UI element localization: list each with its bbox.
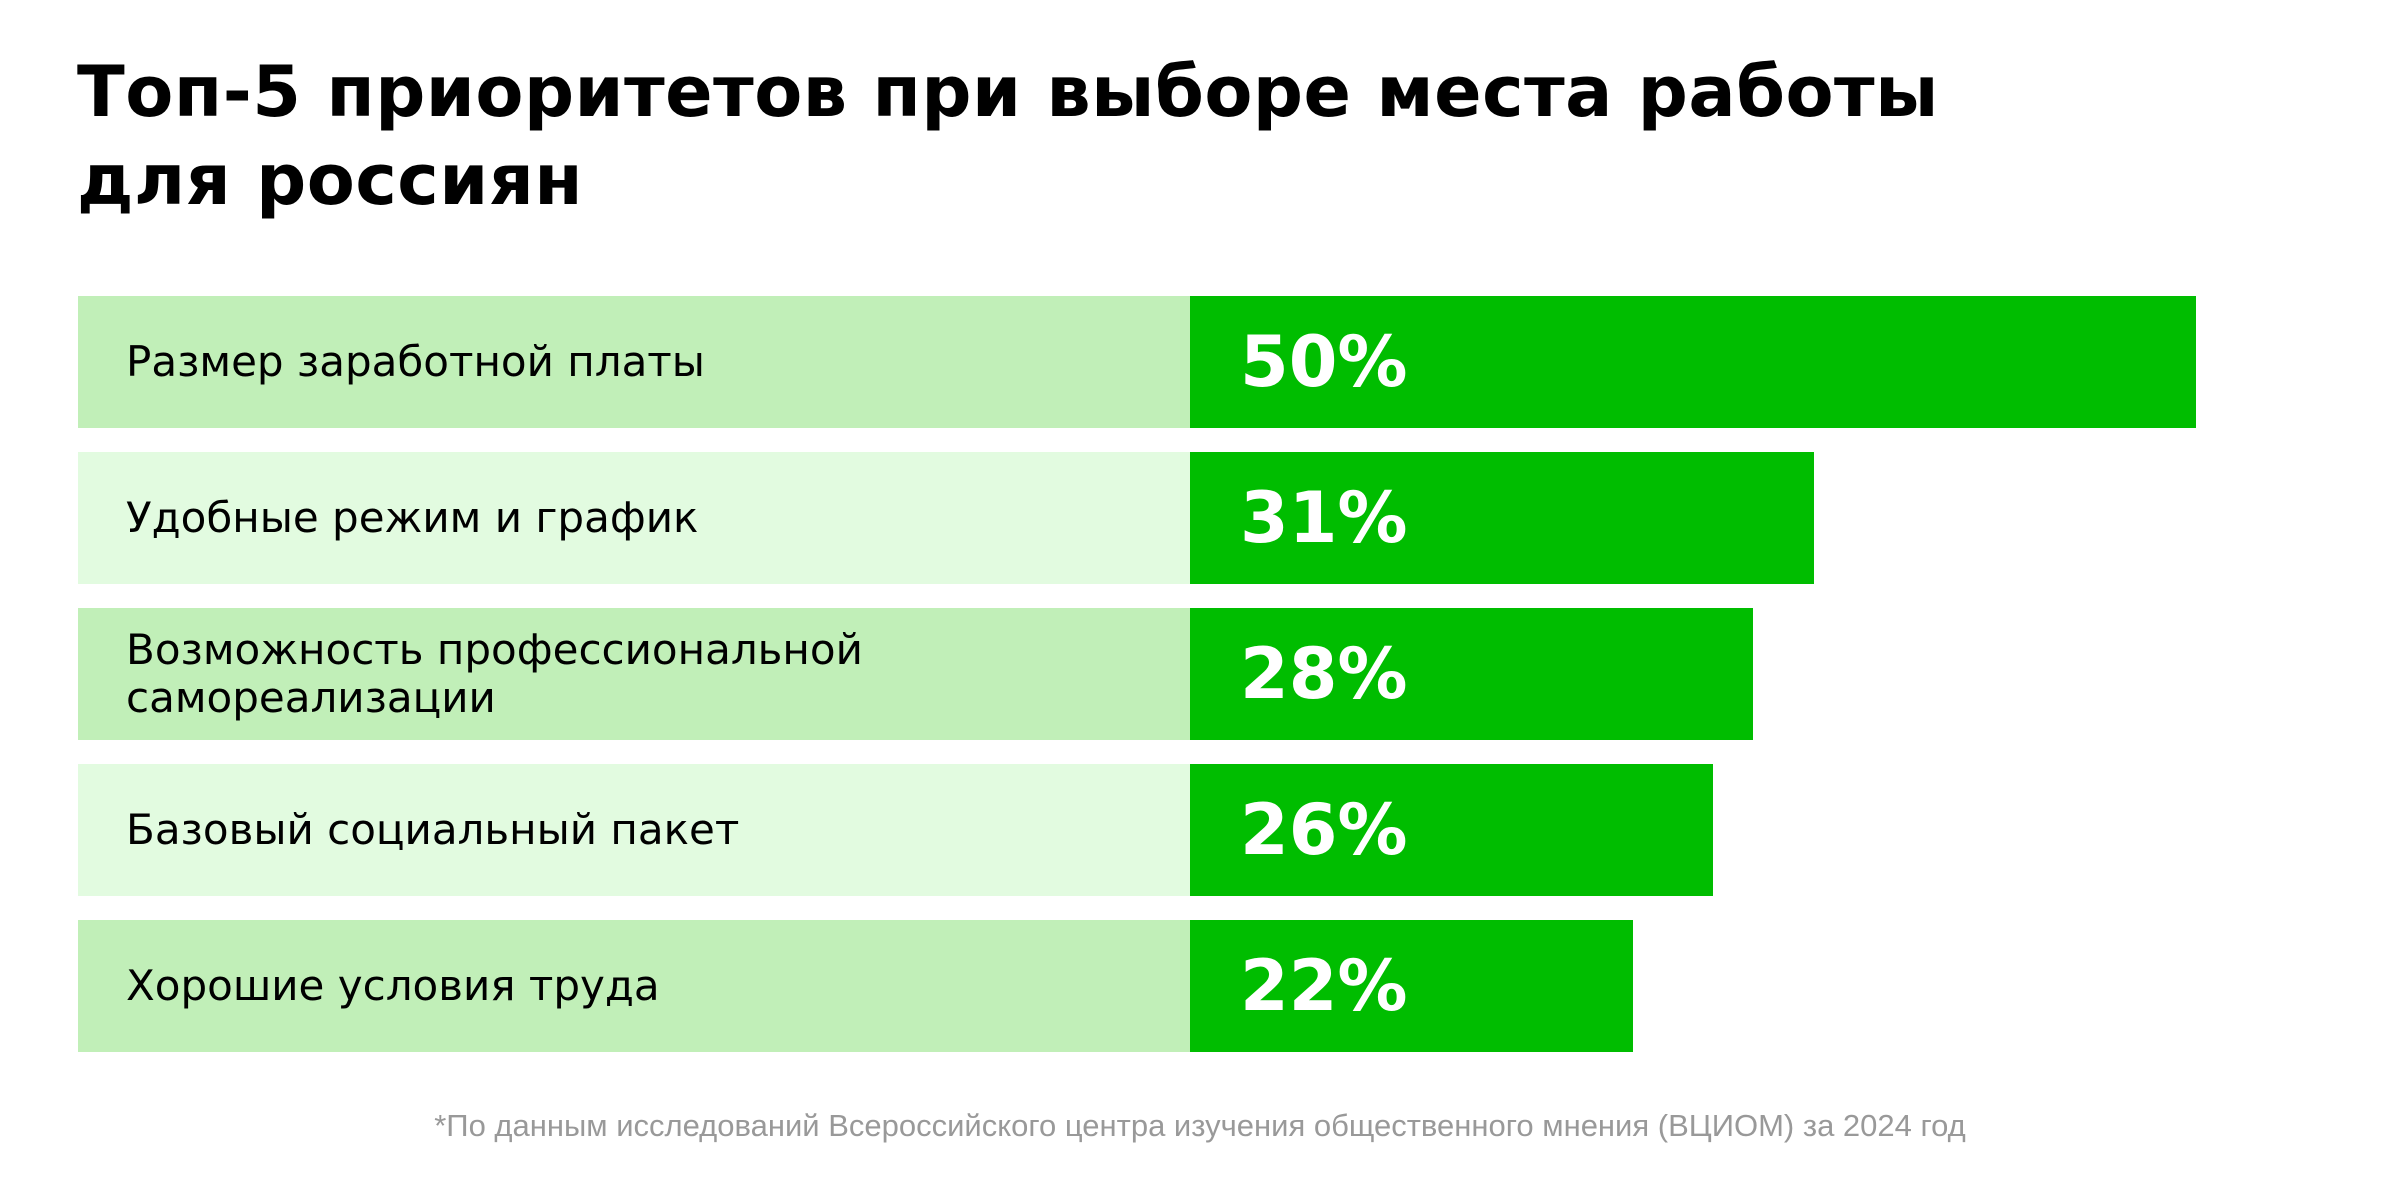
category-label: Возможность профессиональной самореализа…	[126, 625, 863, 722]
value-label: 50%	[1240, 321, 1408, 403]
category-label-box: Возможность профессиональной самореализа…	[78, 608, 1190, 740]
bar: 50%	[1190, 296, 2196, 428]
category-label: Удобные режим и график	[126, 493, 699, 542]
value-label: 26%	[1240, 789, 1408, 871]
chart-title: Топ-5 приоритетов при выборе места работ…	[77, 51, 1939, 221]
category-label: Размер заработной платы	[126, 337, 705, 386]
bar: 26%	[1190, 764, 1713, 896]
value-label: 28%	[1240, 633, 1408, 715]
category-label: Хорошие условия труда	[126, 961, 660, 1010]
category-label-box: Размер заработной платы	[78, 296, 1190, 428]
bar: 31%	[1190, 452, 1814, 584]
bar: 28%	[1190, 608, 1753, 740]
bar-row: Размер заработной платы 50%	[78, 296, 2278, 428]
value-label: 22%	[1240, 945, 1408, 1027]
category-label-box: Базовый социальный пакет	[78, 764, 1190, 896]
category-label: Базовый социальный пакет	[126, 805, 740, 854]
bar-row: Хорошие условия труда 22%	[78, 920, 2278, 1052]
category-label-box: Хорошие условия труда	[78, 920, 1190, 1052]
bar-row: Базовый социальный пакет 26%	[78, 764, 2278, 896]
bar-row: Возможность профессиональной самореализа…	[78, 608, 2278, 740]
category-label-box: Удобные режим и график	[78, 452, 1190, 584]
footnote: *По данным исследований Всероссийского ц…	[434, 1108, 1966, 1143]
bar: 22%	[1190, 920, 1633, 1052]
bar-row: Удобные режим и график 31%	[78, 452, 2278, 584]
value-label: 31%	[1240, 477, 1408, 559]
